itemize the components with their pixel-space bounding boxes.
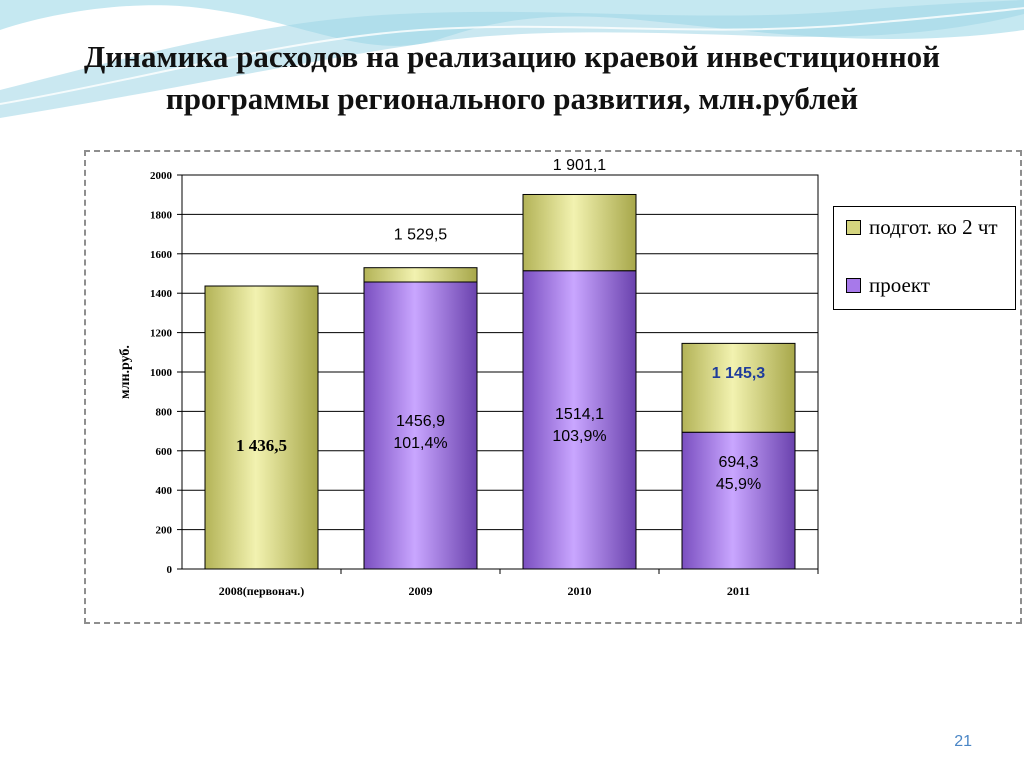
legend-swatch-violet [846, 278, 861, 293]
bar-segment-project [681, 431, 796, 570]
y-tick-label: 800 [156, 406, 173, 418]
slide-title-line-1: Динамика расходов на реализацию краевой … [83, 39, 941, 74]
y-tick-label: 2000 [150, 170, 173, 182]
y-tick-label: 600 [156, 446, 173, 458]
y-tick-label: 1400 [150, 288, 173, 300]
x-tick-label: 2009 [409, 584, 433, 598]
x-tick-label: 2008(первонач.) [219, 584, 305, 598]
legend-item-preparation: подгот. ко 2 чт [846, 215, 1015, 240]
bar-value-label: 694,3 [718, 454, 758, 471]
bar-segment-preparation [363, 267, 478, 283]
y-tick-label: 0 [167, 564, 173, 576]
bar-value-label: 103,9% [552, 428, 606, 445]
bar-value-label: 1 436,5 [236, 436, 287, 455]
bar-segment-preparation [204, 285, 319, 570]
bar-segment-preparation [681, 342, 796, 433]
y-tick-label: 1200 [150, 328, 173, 340]
header-wave-decoration [0, 0, 1024, 118]
y-axis-label: млн.руб. [118, 345, 133, 399]
bar-segment-project [363, 281, 478, 570]
bar-value-label: 101,4% [393, 435, 447, 452]
bar-segment-preparation [522, 193, 637, 272]
y-tick-label: 1800 [150, 209, 173, 221]
y-tick-label: 200 [156, 525, 173, 537]
y-tick-label: 400 [156, 485, 173, 497]
y-tick-label: 1000 [150, 367, 173, 379]
slide-title-line-2: программы регионального развития, млн.ру… [165, 81, 859, 116]
bar-value-label: 1456,9 [396, 413, 445, 430]
bar-total-label: 1 901,1 [553, 157, 606, 174]
x-tick-label: 2011 [727, 584, 750, 598]
x-tick-label: 2010 [568, 584, 592, 598]
legend-label-preparation: подгот. ко 2 чт [869, 215, 998, 239]
y-tick-label: 1600 [150, 249, 173, 261]
bar-value-label: 45,9% [716, 476, 761, 493]
legend-swatch-olive [846, 220, 861, 235]
legend-label-project: проект [869, 273, 930, 297]
slide-title: Динамика расходов на реализацию краевой … [20, 36, 1004, 120]
legend-item-project: проект [846, 273, 1015, 298]
bar-segment-project [522, 270, 637, 570]
bar-value-label: 1514,1 [555, 406, 604, 423]
bar-total-label: 1 145,3 [712, 365, 765, 382]
chart-legend: подгот. ко 2 чт проект [833, 206, 1016, 310]
bar-total-label: 1 529,5 [394, 227, 447, 244]
page-number: 21 [954, 733, 972, 750]
chart-frame [84, 150, 1022, 624]
